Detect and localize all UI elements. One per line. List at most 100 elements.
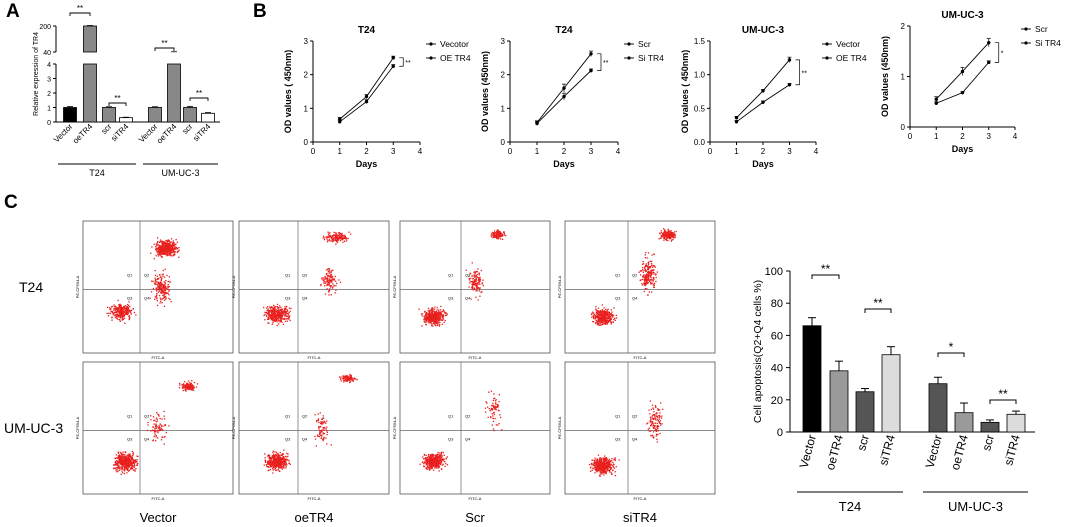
flow-event xyxy=(165,297,167,299)
flow-event xyxy=(495,424,497,426)
flow-event xyxy=(155,279,157,281)
flow-event xyxy=(328,232,330,234)
flow-event xyxy=(124,322,126,324)
flow-event xyxy=(166,239,168,241)
flow-event xyxy=(491,404,493,407)
flow-event xyxy=(479,279,482,281)
bar-upper xyxy=(83,25,97,53)
flow-event xyxy=(157,286,159,289)
flow-event xyxy=(482,284,484,287)
flow-event xyxy=(439,456,441,459)
flow-event xyxy=(321,423,323,425)
flow-event xyxy=(650,265,652,268)
flow-event xyxy=(479,279,481,281)
flow-event xyxy=(430,316,432,319)
flow-event xyxy=(278,467,280,469)
flow-event xyxy=(602,317,604,319)
flow-event xyxy=(672,232,674,234)
flow-event xyxy=(163,299,166,301)
flow-event xyxy=(603,311,605,314)
flow-event xyxy=(348,231,350,233)
flow-event xyxy=(280,465,282,468)
flow-event xyxy=(429,318,431,321)
flow-event xyxy=(600,324,602,326)
flow-event xyxy=(156,248,159,250)
flow-event xyxy=(269,314,272,316)
flow-event xyxy=(315,445,317,447)
flow-event xyxy=(597,310,600,312)
flow-event xyxy=(164,253,166,255)
y-tick-label: 1.0 xyxy=(694,71,706,80)
flow-event xyxy=(597,322,599,325)
flow-event xyxy=(125,309,128,311)
flow-event xyxy=(495,407,497,409)
flow-event xyxy=(128,301,130,303)
flow-event xyxy=(270,316,272,318)
flow-event xyxy=(155,282,157,284)
flow-event xyxy=(497,235,499,237)
flow-event xyxy=(430,457,433,459)
flow-event xyxy=(610,323,612,325)
flow-event xyxy=(273,310,275,312)
flow-event xyxy=(287,314,290,316)
flow-event xyxy=(425,314,428,317)
flow-event xyxy=(173,254,175,256)
flow-event xyxy=(119,304,121,306)
flow-event xyxy=(495,409,497,411)
flow-event xyxy=(127,467,129,469)
flow-event xyxy=(187,380,190,382)
flow-event xyxy=(341,232,343,235)
flow-event xyxy=(594,315,597,317)
flow-event xyxy=(161,248,163,250)
flow-event xyxy=(335,232,337,234)
flow-event xyxy=(437,320,439,322)
flow-event xyxy=(664,230,666,232)
flow-event xyxy=(161,425,163,427)
flow-event xyxy=(179,382,181,385)
data-point xyxy=(960,90,965,95)
flow-event xyxy=(273,457,275,459)
flow-event xyxy=(162,273,164,275)
flow-event xyxy=(279,305,281,307)
flow-event xyxy=(325,437,327,439)
flow-event xyxy=(168,297,170,300)
flow-event xyxy=(594,316,596,318)
flow-event xyxy=(330,276,332,278)
flow-event xyxy=(121,460,123,462)
flow-event xyxy=(472,286,474,288)
flow-event xyxy=(122,318,124,320)
flow-event xyxy=(265,312,268,314)
flow-event xyxy=(645,281,648,283)
flow-event xyxy=(128,460,130,462)
flow-event xyxy=(124,311,126,313)
flow-event xyxy=(147,424,149,426)
flow-event xyxy=(426,461,428,463)
flow-event xyxy=(439,311,442,313)
y-tick-label: 200 xyxy=(39,24,51,31)
flow-event xyxy=(607,316,610,318)
flow-event xyxy=(650,276,652,279)
flow-event xyxy=(431,315,433,317)
flow-event xyxy=(659,232,661,234)
flow-event xyxy=(320,437,322,440)
bar xyxy=(119,117,133,123)
flow-event xyxy=(120,463,123,465)
flow-event xyxy=(429,316,432,318)
flow-event xyxy=(156,247,159,249)
flow-event xyxy=(603,314,605,316)
flow-event xyxy=(160,247,162,249)
flow-event xyxy=(651,272,653,274)
flow-event xyxy=(438,459,441,461)
flow-event xyxy=(323,278,325,281)
flow-event xyxy=(170,238,173,240)
flow-event xyxy=(432,455,434,457)
flow-event xyxy=(128,309,130,311)
flow-event xyxy=(158,274,161,276)
x-tick-label: scr xyxy=(181,122,195,136)
quadrant-label: Q2 xyxy=(465,273,471,278)
flow-event xyxy=(332,286,334,288)
flow-event xyxy=(593,312,595,314)
flow-event xyxy=(471,262,473,264)
